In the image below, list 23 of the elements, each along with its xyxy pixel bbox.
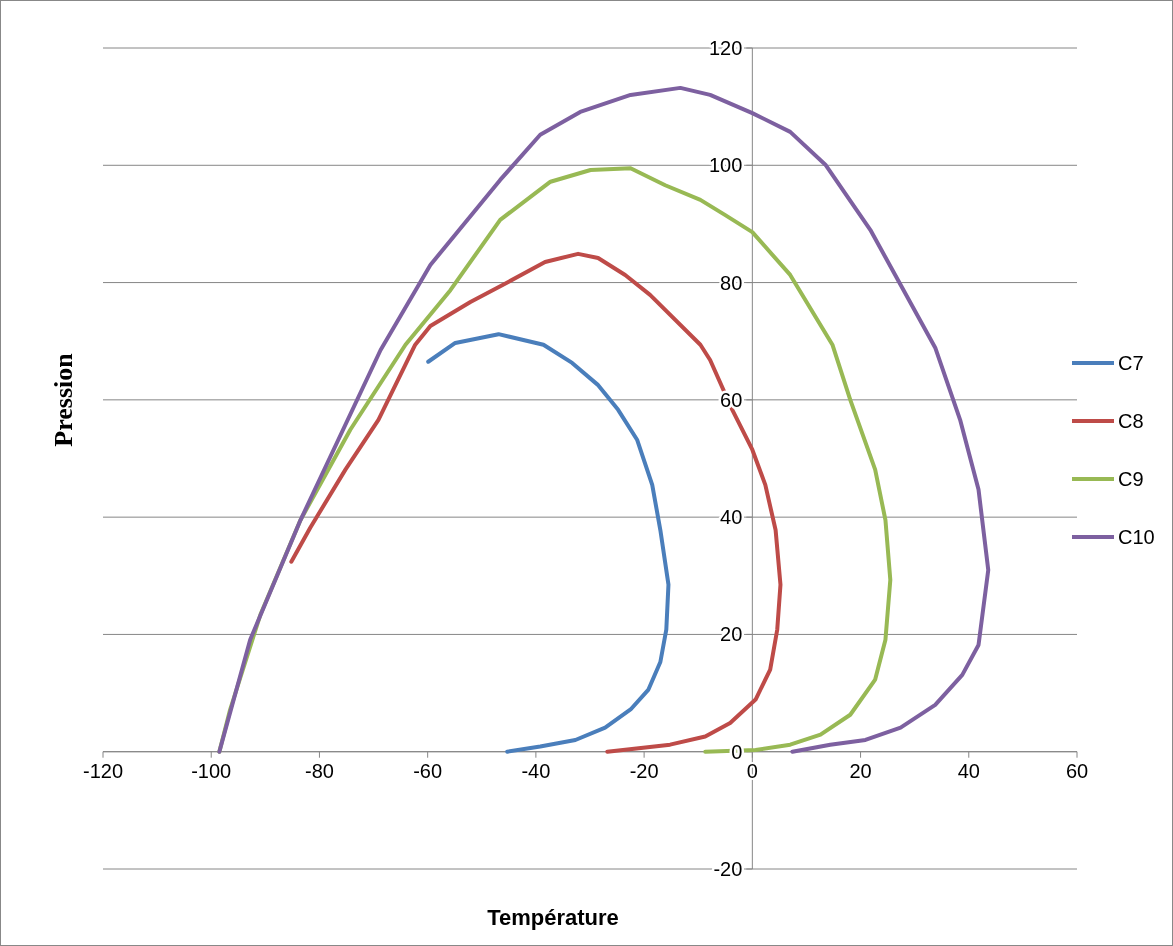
x-tick-label: -120 <box>82 759 124 782</box>
x-tick-label: 0 <box>746 759 758 782</box>
x-tick-label: -40 <box>521 759 551 782</box>
x-tick-label: 20 <box>849 759 872 782</box>
y-axis-title: Pression <box>49 352 78 447</box>
legend-label: C9 <box>1118 468 1144 490</box>
y-tick-label: 40 <box>720 506 743 529</box>
x-tick-label: -20 <box>629 759 659 782</box>
x-tick-label: -100 <box>191 759 232 782</box>
line-series <box>426 332 671 754</box>
x-tick-label: 60 <box>1065 759 1089 782</box>
y-tick-label: 100 <box>708 154 743 177</box>
legend-label: C7 <box>1118 352 1144 374</box>
legend-label: C8 <box>1118 410 1144 432</box>
y-tick-label: -20 <box>713 858 743 880</box>
x-tick-label: 40 <box>957 759 980 782</box>
y-tick-label: 120 <box>708 37 743 59</box>
legend-label: C10 <box>1118 526 1155 548</box>
x-tick-label: -80 <box>304 759 334 782</box>
x-axis-title: Température <box>487 905 619 930</box>
x-tick-label: -60 <box>413 759 443 782</box>
y-tick-label: 20 <box>720 623 743 646</box>
y-tick-label: 80 <box>720 271 743 294</box>
